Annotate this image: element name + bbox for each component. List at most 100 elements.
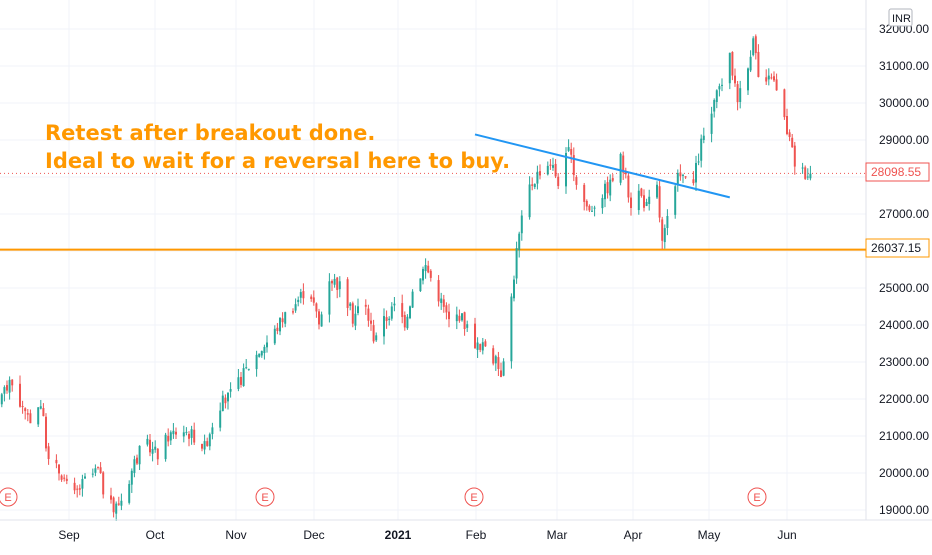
candle-up <box>528 176 531 220</box>
candle-up <box>390 302 393 321</box>
candle-up <box>229 382 232 398</box>
candle-up <box>609 174 612 202</box>
annotation-line-2: Ideal to wait for a reversal here to buy… <box>45 149 510 173</box>
candle-down <box>585 199 588 211</box>
candle-up <box>619 152 622 186</box>
x-tick-label: Sep <box>58 528 80 542</box>
candle-down <box>572 147 575 182</box>
candle-down <box>448 303 450 328</box>
earnings-marker-icon[interactable]: E <box>255 487 275 507</box>
candle-down <box>658 179 661 223</box>
candle-down <box>292 308 294 315</box>
candle-down <box>458 309 461 323</box>
candle-up <box>455 306 458 330</box>
trendline[interactable] <box>474 133 731 199</box>
candle-down <box>188 431 190 447</box>
candle-up <box>203 434 206 455</box>
candle-down <box>364 299 367 315</box>
earnings-marker-icon[interactable]: E <box>0 487 18 507</box>
candle-up <box>128 480 131 505</box>
candle-down <box>312 290 315 306</box>
x-tick-label: Nov <box>225 528 246 542</box>
svg-text:INR: INR <box>892 13 911 25</box>
candle-up <box>84 473 86 479</box>
candle-up <box>130 468 133 493</box>
candle-down <box>627 171 630 203</box>
candle-down <box>65 474 68 485</box>
candle-up <box>211 422 214 440</box>
svg-text:E: E <box>470 492 477 504</box>
candle-up <box>715 89 718 109</box>
candle-up <box>674 184 677 219</box>
candle-down <box>606 176 609 199</box>
candle-down <box>206 437 209 447</box>
candle-up <box>260 350 263 358</box>
candle-up <box>440 292 443 310</box>
candle-down <box>427 260 430 274</box>
candle-up <box>476 337 479 359</box>
candle-down <box>117 496 120 506</box>
candle-down <box>539 164 541 180</box>
candle-down <box>773 71 775 82</box>
candle-down <box>370 312 372 331</box>
earnings-marker-icon[interactable]: E <box>747 487 767 507</box>
candle-up <box>695 155 697 191</box>
candle-up <box>513 275 515 302</box>
candle-up <box>190 425 193 445</box>
candle-up <box>279 317 281 336</box>
candle-down <box>770 73 773 80</box>
y-tick-label: 24000.00 <box>879 318 929 332</box>
candle-up <box>604 180 606 208</box>
candle-up <box>552 157 554 171</box>
candle-down <box>76 485 79 498</box>
y-tick-label: 19000.00 <box>879 503 929 517</box>
candle-down <box>474 317 476 349</box>
svg-text:E: E <box>753 492 760 504</box>
candle-down <box>679 164 682 181</box>
candle-down <box>110 487 112 504</box>
candle-up <box>242 363 245 387</box>
candle-down <box>167 428 170 447</box>
y-tick-label: 27000.00 <box>879 207 929 221</box>
currency-badge[interactable]: INR <box>888 8 913 27</box>
candle-down <box>11 379 14 392</box>
candle-up <box>138 445 141 471</box>
candle-down <box>73 477 76 495</box>
candle-down <box>630 192 632 216</box>
x-tick-label: Apr <box>624 528 643 542</box>
candle-up <box>94 464 97 477</box>
candle-up <box>297 296 300 307</box>
x-tick-label: Dec <box>303 528 324 542</box>
candle-down <box>336 276 339 299</box>
candle-up <box>37 407 40 427</box>
candle-down <box>442 294 445 313</box>
y-tick-label: 21000.00 <box>879 429 929 443</box>
candle-up <box>700 134 703 168</box>
candle-up <box>120 493 123 511</box>
candle-up <box>752 36 755 57</box>
candle-up <box>133 455 136 478</box>
earnings-marker-icon[interactable]: E <box>464 487 484 507</box>
candle-down <box>479 343 482 353</box>
candle-up <box>328 273 331 323</box>
candle-down <box>367 304 370 327</box>
y-tick-label: 20000.00 <box>879 466 929 480</box>
candle-down <box>429 269 432 282</box>
candle-down <box>643 189 645 212</box>
candle-down <box>736 80 739 111</box>
candle-up <box>245 358 248 370</box>
candle-down <box>372 319 375 344</box>
candle-down <box>786 108 788 136</box>
candle-down <box>351 301 354 328</box>
candle-down <box>583 182 586 211</box>
candle-down <box>19 375 21 408</box>
candle-up <box>728 52 731 90</box>
candle-up <box>227 391 229 410</box>
candle-down <box>149 433 151 457</box>
candle-up <box>255 350 258 377</box>
candle-up <box>546 161 549 176</box>
candle-up <box>648 189 651 211</box>
candle-up <box>806 168 809 181</box>
candle-up <box>713 98 716 118</box>
